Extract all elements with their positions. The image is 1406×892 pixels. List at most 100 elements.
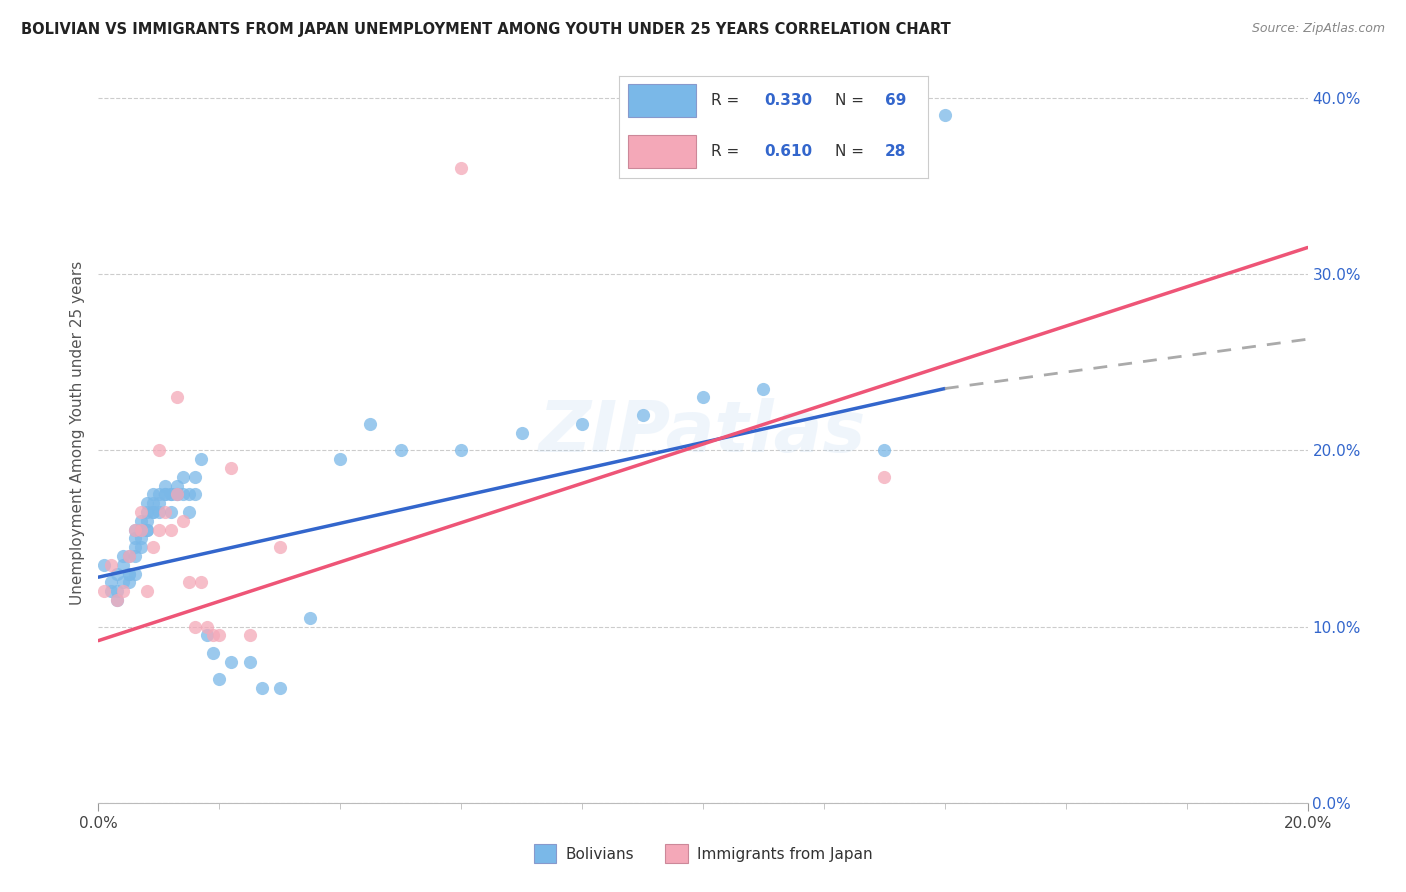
Point bbox=[166, 487, 188, 501]
Point bbox=[148, 496, 170, 510]
Point bbox=[135, 584, 157, 599]
Point bbox=[135, 523, 157, 537]
Point bbox=[111, 575, 134, 590]
Point bbox=[202, 628, 225, 642]
Point bbox=[153, 487, 176, 501]
Point bbox=[934, 108, 956, 122]
Point bbox=[692, 390, 714, 404]
Point bbox=[221, 461, 243, 475]
Bar bbox=[628, 84, 696, 117]
Text: N =: N = bbox=[835, 145, 869, 160]
Point bbox=[105, 593, 128, 607]
Point bbox=[631, 408, 654, 422]
Point bbox=[160, 487, 183, 501]
Point bbox=[142, 496, 165, 510]
Y-axis label: Unemployment Among Youth under 25 years: Unemployment Among Youth under 25 years bbox=[69, 260, 84, 605]
Point bbox=[172, 469, 194, 483]
Point bbox=[124, 549, 146, 563]
Point bbox=[124, 523, 146, 537]
Point bbox=[179, 487, 201, 501]
Point bbox=[160, 487, 183, 501]
Bar bbox=[628, 136, 696, 168]
Point bbox=[129, 514, 152, 528]
Point bbox=[111, 584, 134, 599]
Point bbox=[148, 523, 170, 537]
Point bbox=[111, 558, 134, 572]
Point bbox=[195, 628, 218, 642]
Point bbox=[221, 655, 243, 669]
Point bbox=[172, 514, 194, 528]
Point bbox=[190, 452, 212, 467]
Point bbox=[135, 523, 157, 537]
Point bbox=[118, 575, 141, 590]
Point bbox=[571, 417, 593, 431]
Point bbox=[166, 487, 188, 501]
Point bbox=[142, 505, 165, 519]
Point bbox=[148, 487, 170, 501]
Point bbox=[166, 487, 188, 501]
Point bbox=[111, 549, 134, 563]
Point bbox=[389, 443, 412, 458]
Legend: Bolivians, Immigrants from Japan: Bolivians, Immigrants from Japan bbox=[527, 838, 879, 869]
Point bbox=[129, 505, 152, 519]
Point bbox=[250, 681, 273, 696]
Point bbox=[129, 523, 152, 537]
Point bbox=[100, 575, 122, 590]
Text: BOLIVIAN VS IMMIGRANTS FROM JAPAN UNEMPLOYMENT AMONG YOUTH UNDER 25 YEARS CORREL: BOLIVIAN VS IMMIGRANTS FROM JAPAN UNEMPL… bbox=[21, 22, 950, 37]
Point bbox=[450, 161, 472, 176]
Text: 69: 69 bbox=[884, 93, 905, 108]
Point bbox=[142, 505, 165, 519]
Point bbox=[148, 443, 170, 458]
Point bbox=[873, 469, 896, 483]
Point bbox=[124, 566, 146, 581]
Point bbox=[239, 655, 262, 669]
Point bbox=[179, 505, 201, 519]
Point bbox=[142, 540, 165, 554]
Point bbox=[148, 505, 170, 519]
Text: R =: R = bbox=[711, 145, 745, 160]
Text: 0.610: 0.610 bbox=[763, 145, 813, 160]
Point bbox=[129, 540, 152, 554]
Point bbox=[129, 532, 152, 546]
Text: Source: ZipAtlas.com: Source: ZipAtlas.com bbox=[1251, 22, 1385, 36]
Point bbox=[190, 575, 212, 590]
Point bbox=[752, 382, 775, 396]
Point bbox=[239, 628, 262, 642]
Point bbox=[329, 452, 352, 467]
Point bbox=[93, 584, 115, 599]
Point bbox=[105, 566, 128, 581]
Point bbox=[269, 540, 291, 554]
Point bbox=[510, 425, 533, 440]
Point bbox=[450, 443, 472, 458]
Point bbox=[299, 610, 322, 624]
Point bbox=[195, 619, 218, 633]
Text: 28: 28 bbox=[884, 145, 905, 160]
Text: R =: R = bbox=[711, 93, 745, 108]
Point bbox=[100, 558, 122, 572]
Point bbox=[118, 549, 141, 563]
Point bbox=[269, 681, 291, 696]
Point bbox=[135, 505, 157, 519]
Point bbox=[153, 505, 176, 519]
Point bbox=[105, 593, 128, 607]
Point bbox=[202, 646, 225, 660]
Point bbox=[142, 487, 165, 501]
Point bbox=[135, 496, 157, 510]
Text: 0.330: 0.330 bbox=[763, 93, 813, 108]
Point bbox=[360, 417, 382, 431]
Point bbox=[172, 487, 194, 501]
Point bbox=[208, 628, 231, 642]
Point bbox=[153, 487, 176, 501]
Point bbox=[179, 575, 201, 590]
Point bbox=[100, 584, 122, 599]
Text: N =: N = bbox=[835, 93, 869, 108]
Point bbox=[184, 487, 207, 501]
Text: ZIPatlas: ZIPatlas bbox=[540, 398, 866, 467]
Point bbox=[166, 390, 188, 404]
Point bbox=[105, 584, 128, 599]
Point bbox=[118, 549, 141, 563]
Point bbox=[93, 558, 115, 572]
Point bbox=[208, 673, 231, 687]
Point bbox=[160, 523, 183, 537]
Point bbox=[184, 469, 207, 483]
